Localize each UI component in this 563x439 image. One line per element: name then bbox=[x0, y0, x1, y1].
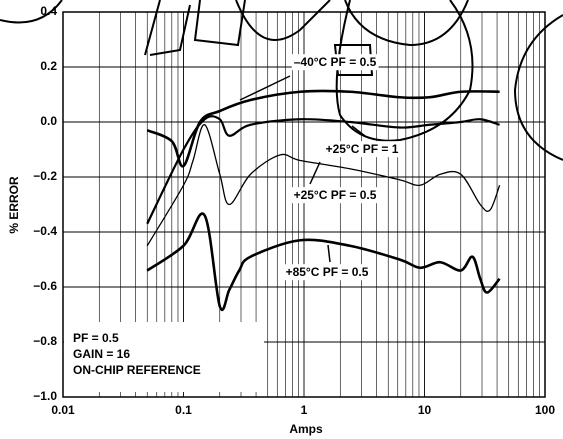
series-label-text: +85°C PF = 0.5 bbox=[286, 265, 369, 279]
arrow bbox=[309, 161, 321, 185]
series-line bbox=[146, 212, 501, 312]
scribble bbox=[144, 0, 246, 56]
note-background bbox=[64, 322, 264, 392]
x-axis-label: Amps bbox=[289, 422, 323, 436]
y-tick-label: −0.2 bbox=[33, 169, 57, 183]
series-line bbox=[146, 89, 500, 168]
series-line bbox=[146, 124, 501, 247]
series-label: +85°C PF = 0.5 bbox=[283, 264, 371, 281]
x-tick-label: 0.1 bbox=[175, 403, 192, 417]
scribble bbox=[335, 0, 474, 142]
y-tick-label: −1.0 bbox=[33, 389, 57, 403]
label-background bbox=[283, 264, 371, 281]
label-background bbox=[291, 54, 379, 71]
y-tick-label: −0.4 bbox=[33, 224, 57, 238]
series-label-text: +25°C PF = 0.5 bbox=[294, 188, 377, 202]
arrow bbox=[327, 244, 331, 263]
series-label-text: –40°C PF = 0.5 bbox=[294, 55, 377, 69]
scribble bbox=[513, 14, 563, 161]
arrow bbox=[239, 75, 291, 101]
scribble bbox=[0, 0, 63, 24]
note-box: PF = 0.5 GAIN = 16 ON-CHIP REFERENCE bbox=[64, 322, 264, 392]
y-tick-label: −0.6 bbox=[33, 279, 57, 293]
y-tick-label: 0.0 bbox=[40, 114, 57, 128]
series-label-text: +25°C PF = 1 bbox=[326, 142, 399, 156]
y-tick-label: −0.8 bbox=[33, 334, 57, 348]
label-background bbox=[291, 187, 379, 204]
arrow bbox=[351, 125, 366, 137]
note-line: PF = 0.5 bbox=[73, 331, 119, 345]
x-tick-label: 0.01 bbox=[51, 403, 75, 417]
x-tick-label: 100 bbox=[535, 403, 555, 417]
series-label: –40°C PF = 0.5 bbox=[291, 54, 379, 71]
x-tick-label: 10 bbox=[418, 403, 432, 417]
y-tick-label: 0.4 bbox=[40, 4, 57, 18]
overlay-scribbles bbox=[0, 0, 563, 161]
x-tick-label: 1 bbox=[301, 403, 308, 417]
series-label: +25°C PF = 0.5 bbox=[291, 187, 379, 204]
scribble bbox=[344, 0, 469, 47]
plot-frame bbox=[62, 11, 546, 398]
y-axis-label: % ERROR bbox=[7, 176, 21, 234]
arrows bbox=[239, 75, 366, 263]
y-tick-label: 0.2 bbox=[40, 59, 57, 73]
note-line: ON-CHIP REFERENCE bbox=[73, 363, 201, 377]
series-line bbox=[146, 115, 500, 225]
note-line: GAIN = 16 bbox=[73, 347, 130, 361]
scribble bbox=[235, 0, 331, 41]
series-label: +25°C PF = 1 bbox=[323, 141, 401, 158]
label-background bbox=[323, 141, 401, 158]
